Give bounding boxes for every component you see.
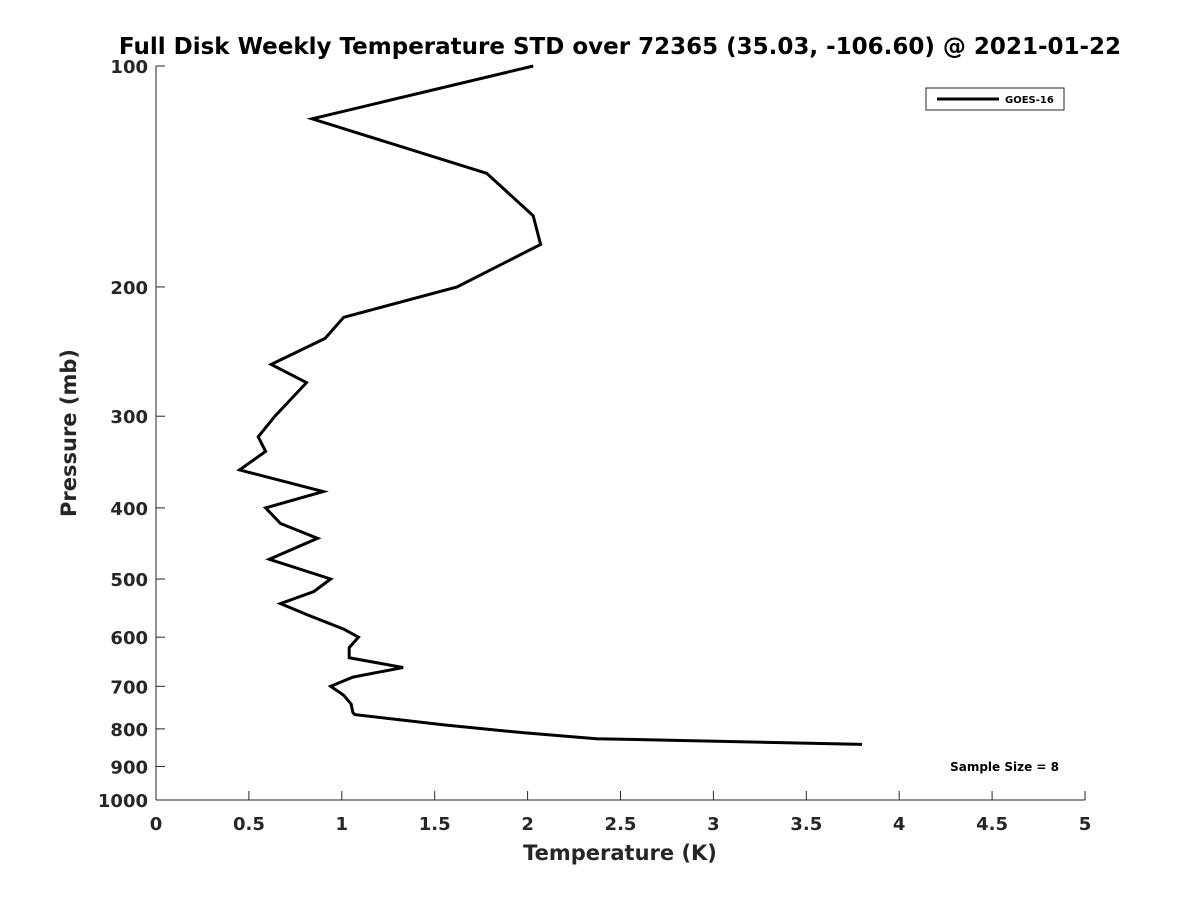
y-tick-label: 100 xyxy=(110,57,148,78)
chart-title: Full Disk Weekly Temperature STD over 72… xyxy=(119,34,1121,60)
y-tick-label: 700 xyxy=(110,677,148,698)
y-tick-label: 400 xyxy=(110,499,148,520)
y-tick-label: 800 xyxy=(110,720,148,741)
plot-area xyxy=(155,66,1085,801)
x-ticks: 0 0.5 1 1.5 2 2.5 3 3.5 4 4.5 5 xyxy=(150,791,1092,835)
x-tick-label: 0.5 xyxy=(233,814,265,835)
legend: GOES-16 xyxy=(925,87,1065,111)
legend-label-goes-16: GOES-16 xyxy=(1005,95,1054,106)
y-axis-label: Pressure (mb) xyxy=(57,349,81,517)
y-tick-label: 1000 xyxy=(98,791,148,812)
x-axis-label: Temperature (K) xyxy=(523,841,717,865)
x-tick-label: 0 xyxy=(150,814,163,835)
x-tick-label: 1.5 xyxy=(419,814,451,835)
y-tick-label: 300 xyxy=(110,407,148,428)
series-line-goes-16 xyxy=(236,64,863,746)
x-tick-label: 1 xyxy=(336,814,349,835)
y-tick-label: 900 xyxy=(110,757,148,778)
sample-size-annotation: Sample Size = 8 xyxy=(950,760,1059,774)
x-tick-label: 5 xyxy=(1079,814,1092,835)
series-layer xyxy=(236,64,863,746)
y-tick-label: 600 xyxy=(110,628,148,649)
x-tick-label: 4.5 xyxy=(976,814,1008,835)
x-tick-label: 3 xyxy=(707,814,720,835)
y-ticks: 100 200 300 400 500 600 700 800 900 1000 xyxy=(98,57,165,812)
y-tick-label: 200 xyxy=(110,278,148,299)
x-tick-label: 2.5 xyxy=(605,814,637,835)
x-tick-label: 3.5 xyxy=(790,814,822,835)
x-tick-label: 4 xyxy=(893,814,906,835)
y-tick-label: 500 xyxy=(110,570,148,591)
x-tick-label: 2 xyxy=(521,814,534,835)
